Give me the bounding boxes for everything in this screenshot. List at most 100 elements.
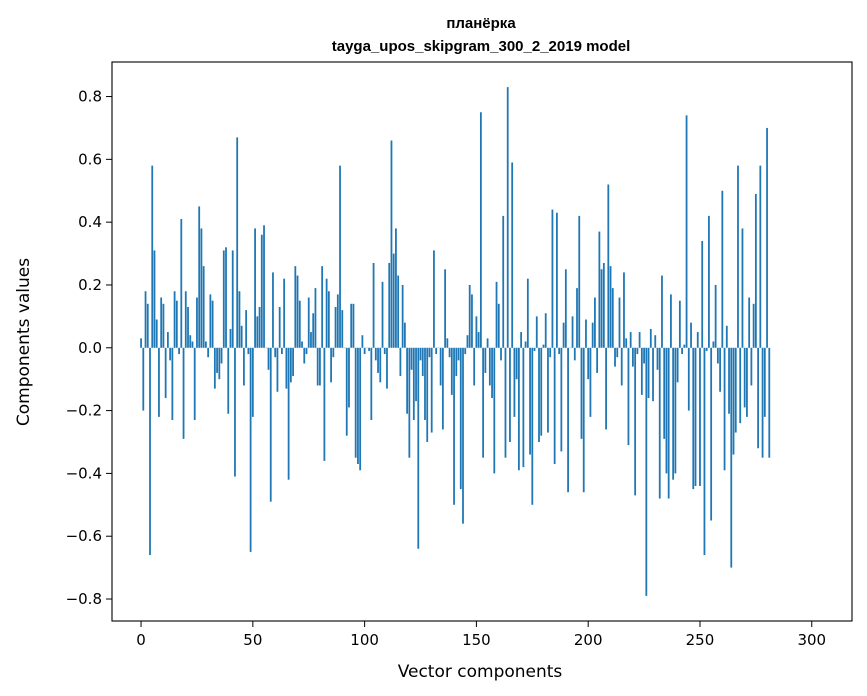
- bar-8: [158, 347, 160, 417]
- bar-69: [294, 266, 297, 348]
- bar-240: [676, 347, 679, 383]
- bar-276: [757, 347, 759, 449]
- bar-102: [368, 347, 370, 351]
- bar-168: [515, 347, 518, 380]
- bar-221: [634, 347, 637, 496]
- bar-57: [267, 347, 270, 370]
- bar-104: [372, 262, 375, 348]
- bar-210: [609, 266, 612, 348]
- bar-270: [743, 347, 746, 408]
- bar-175: [531, 347, 534, 505]
- bar-259: [719, 347, 721, 392]
- bar-122: [412, 347, 415, 421]
- bar-70: [296, 275, 299, 348]
- bar-4: [149, 347, 151, 556]
- bar-147: [468, 284, 471, 348]
- bar-0: [140, 338, 142, 348]
- bar-22: [189, 335, 192, 348]
- bar-142: [457, 347, 460, 361]
- bar-242: [681, 347, 683, 355]
- bar-98: [359, 347, 362, 471]
- bar-194: [573, 347, 576, 361]
- bar-255: [710, 347, 713, 521]
- bar-203: [594, 297, 596, 348]
- bar-224: [640, 347, 643, 395]
- bar-80: [319, 347, 321, 386]
- x-tick-label: 200: [574, 631, 603, 649]
- bar-161: [500, 347, 502, 361]
- bar-72: [301, 341, 303, 348]
- bar-266: [734, 347, 737, 433]
- bar-226: [645, 347, 648, 596]
- bar-5: [151, 165, 154, 348]
- bar-47: [245, 310, 248, 348]
- bar-184: [551, 209, 554, 348]
- bar-209: [607, 184, 610, 348]
- bar-185: [553, 347, 556, 464]
- bar-50: [251, 347, 254, 417]
- bar-84: [327, 291, 330, 348]
- bar-52: [256, 316, 259, 348]
- bar-160: [497, 303, 500, 348]
- bar-88: [336, 294, 339, 348]
- bar-36: [220, 347, 223, 364]
- bar-239: [674, 347, 677, 474]
- bar-236: [667, 347, 670, 499]
- bar-212: [614, 347, 616, 367]
- bar-99: [361, 335, 364, 348]
- bar-234: [663, 347, 666, 439]
- bar-59: [272, 272, 274, 348]
- bar-6: [153, 250, 156, 348]
- bar-31: [209, 294, 212, 348]
- bar-172: [524, 341, 527, 348]
- bar-275: [754, 193, 757, 348]
- bar-146: [466, 335, 469, 348]
- bar-39: [227, 347, 230, 414]
- bar-233: [661, 275, 663, 348]
- bar-191: [567, 347, 569, 493]
- bar-171: [522, 347, 525, 468]
- bar-200: [587, 347, 590, 380]
- bar-51: [254, 228, 256, 348]
- bar-103: [370, 347, 373, 421]
- bar-13: [169, 347, 172, 361]
- bar-123: [415, 347, 417, 402]
- bar-264: [730, 347, 733, 568]
- bar-121: [410, 347, 413, 370]
- bar-2: [144, 291, 147, 348]
- bar-25: [196, 297, 198, 348]
- bar-279: [763, 347, 766, 417]
- bar-219: [629, 332, 632, 348]
- bar-223: [638, 332, 641, 348]
- bar-85: [330, 347, 332, 383]
- bar-136: [444, 269, 447, 348]
- bar-21: [187, 306, 189, 348]
- bar-271: [746, 347, 748, 417]
- bar-66: [287, 347, 290, 480]
- bar-18: [180, 219, 183, 348]
- bar-163: [504, 347, 507, 458]
- bar-167: [513, 347, 516, 417]
- bar-74: [305, 347, 308, 355]
- bar-217: [625, 338, 628, 348]
- x-axis-label: Vector components: [398, 662, 563, 682]
- bar-272: [748, 297, 751, 348]
- bar-267: [737, 165, 739, 348]
- bar-17: [178, 347, 180, 355]
- bar-97: [357, 347, 359, 464]
- bar-257: [714, 284, 717, 348]
- bar-82: [323, 347, 326, 461]
- bar-120: [408, 347, 411, 458]
- bar-119: [406, 347, 408, 414]
- bar-204: [596, 347, 599, 373]
- bar-83: [325, 278, 328, 348]
- y-tick-label: 0.2: [78, 276, 102, 294]
- bar-76: [310, 332, 312, 348]
- bar-53: [258, 306, 261, 348]
- bar-201: [589, 347, 592, 417]
- x-tick-label: 150: [462, 631, 491, 649]
- bar-128: [426, 347, 429, 442]
- bar-1: [142, 347, 145, 411]
- bar-89: [339, 165, 341, 348]
- bar-237: [670, 294, 672, 348]
